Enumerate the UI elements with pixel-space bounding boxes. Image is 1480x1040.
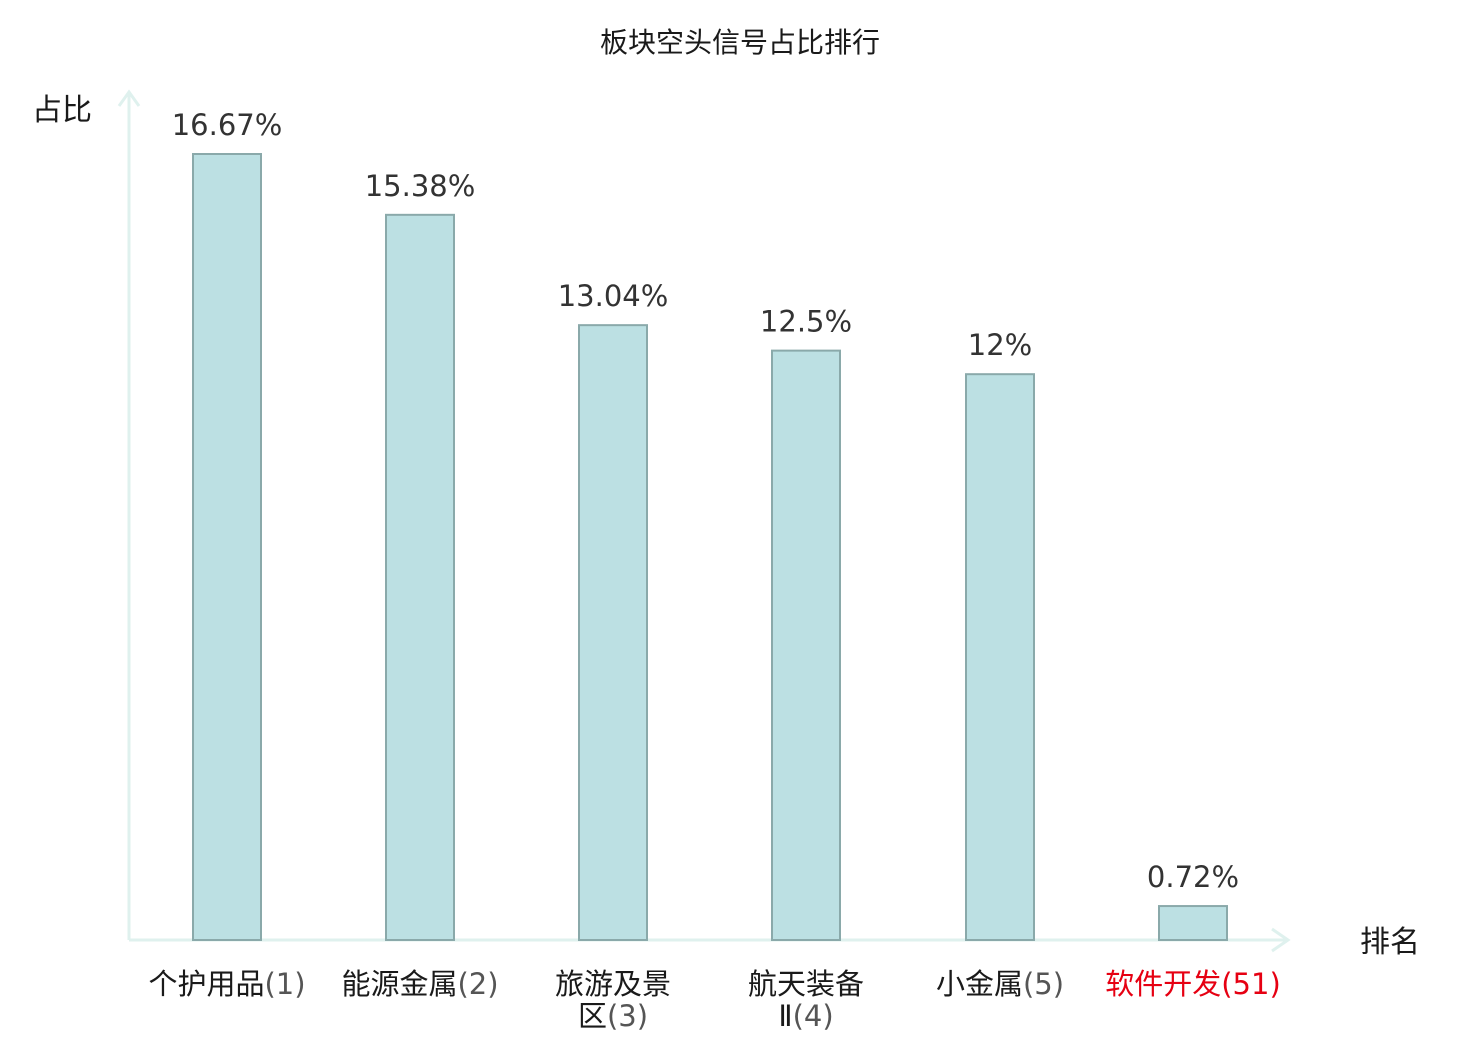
category-label-6: 软件开发(51) xyxy=(1105,967,1281,1001)
bar-4 xyxy=(771,349,841,942)
x-axis-arrow xyxy=(1271,927,1291,953)
category-label-2: 能源金属(2) xyxy=(341,967,498,1001)
value-label-6: 0.72% xyxy=(1147,860,1239,894)
value-label-1: 16.67% xyxy=(172,108,283,142)
bar-3 xyxy=(578,324,648,941)
value-label-2: 15.38% xyxy=(365,169,476,203)
x-axis-label: 排名 xyxy=(1360,925,1420,960)
y-axis-label: 占比 xyxy=(32,93,92,128)
axes xyxy=(117,89,1291,953)
value-labels: 16.67% 15.38% 13.04% 12.5% 12% 0.72% xyxy=(172,108,1239,894)
value-label-5: 12% xyxy=(968,328,1032,362)
chart-title: 板块空头信号占比排行 xyxy=(600,26,880,59)
category-label-3: 旅游及景区(3) xyxy=(555,967,671,1033)
y-axis-arrow xyxy=(117,89,141,107)
category-label-4: 航天装备 Ⅱ(4) xyxy=(748,967,864,1033)
value-label-3: 13.04% xyxy=(558,279,669,313)
category-label-1: 个护用品(1) xyxy=(148,967,305,1001)
bar-5 xyxy=(965,373,1035,941)
value-label-4: 12.5% xyxy=(760,305,852,339)
bar-1 xyxy=(192,153,262,941)
bar-series xyxy=(192,153,1228,942)
bar-2 xyxy=(385,213,455,942)
category-label-5: 小金属(5) xyxy=(936,967,1064,1001)
category-labels: 个护用品(1) 能源金属(2) 旅游及景区(3) 航天装备 Ⅱ(4) 小金属(5) 软件开发… xyxy=(148,967,1280,1033)
bar-6 xyxy=(1158,905,1228,941)
